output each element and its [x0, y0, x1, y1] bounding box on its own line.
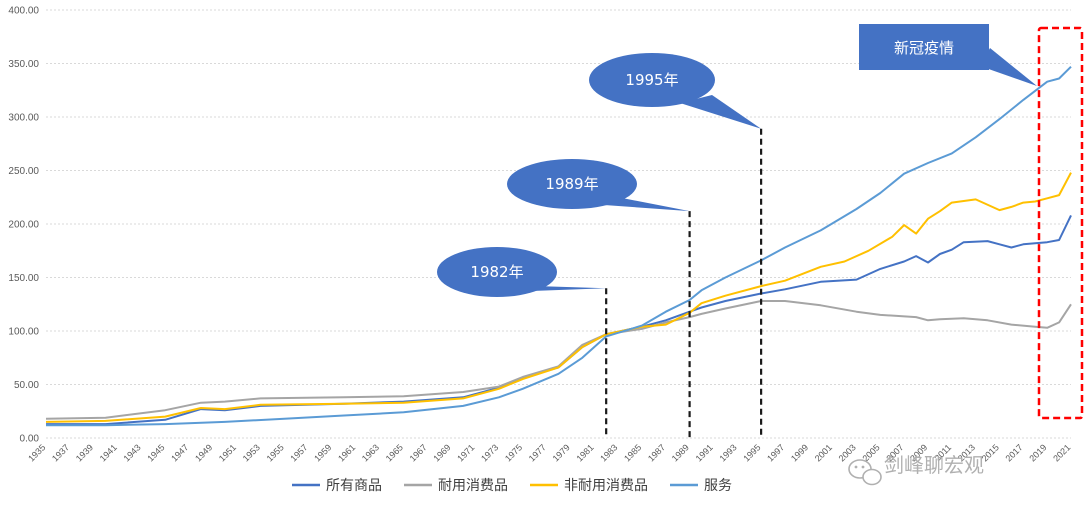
x-tick-label: 1963 [360, 442, 381, 463]
callout-label: 1989年 [545, 175, 598, 193]
series-line-4 [46, 65, 1072, 427]
callout-label: 1982年 [470, 263, 523, 281]
legend-label: 服务 [704, 478, 732, 494]
y-tick-label: 300.00 [8, 113, 39, 124]
y-axis-ticks: 0.00 50.00 100.00 150.00 200.00 250.00 300.00 3… [8, 6, 39, 445]
x-tick-label: 1943 [122, 442, 143, 463]
callout-pointer [680, 95, 762, 129]
x-tick-label: 1953 [241, 442, 262, 463]
x-tick-label: 1967 [408, 442, 429, 463]
x-tick-label: 2021 [1051, 442, 1072, 463]
y-tick-label: 150.00 [8, 273, 39, 284]
x-tick-label: 1995 [741, 442, 762, 463]
series-line-1 [46, 214, 1072, 426]
x-tick-label: 1985 [622, 442, 643, 463]
legend-label: 非耐用消费品 [564, 478, 648, 494]
x-tick-label: 1997 [765, 442, 786, 463]
x-tick-label: 1937 [50, 442, 71, 463]
x-tick-label: 2001 [813, 442, 834, 463]
y-tick-label: 200.00 [8, 220, 39, 231]
x-tick-label: 1949 [193, 442, 214, 463]
watermark-text: 剑峰聊宏观 [884, 453, 984, 477]
x-tick-label: 1987 [646, 442, 667, 463]
series-line-3 [45, 172, 1072, 423]
x-tick-label: 1973 [479, 442, 500, 463]
y-tick-label: 50.00 [14, 380, 39, 391]
covid-highlight-box [1037, 26, 1084, 420]
legend-label: 所有商品 [326, 478, 382, 494]
x-tick-label: 1959 [312, 442, 333, 463]
x-tick-label: 1969 [431, 442, 452, 463]
callout-bubble [507, 159, 637, 209]
x-tick-label: 1983 [598, 442, 619, 463]
series-line-2 [45, 300, 1072, 420]
callout-label: 新冠疫情 [894, 39, 954, 57]
y-tick-label: 400.00 [8, 6, 39, 17]
annotations: 1982年 1989年 1995年 新冠疫情 [437, 24, 1037, 438]
x-tick-label: 1971 [455, 442, 476, 463]
y-tick-label: 250.00 [8, 166, 39, 177]
callout-bubble [437, 247, 557, 297]
y-tick-label: 350.00 [8, 59, 39, 70]
x-tick-label: 1947 [169, 442, 190, 463]
legend-label: 耐用消费品 [438, 478, 508, 494]
y-tick-label: 100.00 [8, 327, 39, 338]
x-tick-label: 1999 [789, 442, 810, 463]
callout-bubble [589, 53, 715, 107]
x-tick-label: 1991 [694, 442, 715, 463]
x-tick-label: 1957 [288, 442, 309, 463]
watermark: 剑峰聊宏观 [848, 453, 984, 486]
series-lines [45, 65, 1072, 427]
x-tick-label: 1989 [670, 442, 691, 463]
x-tick-label: 1935 [26, 442, 47, 463]
x-tick-label: 1961 [336, 442, 357, 463]
x-tick-label: 2019 [1027, 442, 1048, 463]
wechat-icon [848, 459, 882, 486]
x-tick-label: 2017 [1004, 442, 1025, 463]
x-tick-label: 1979 [551, 442, 572, 463]
callout-label: 1995年 [625, 71, 678, 89]
x-tick-label: 1975 [503, 442, 524, 463]
x-tick-label: 1993 [717, 442, 738, 463]
x-tick-label: 1955 [265, 442, 286, 463]
callout-pointer [980, 48, 1037, 86]
x-tick-label: 1951 [217, 442, 238, 463]
callout-box [859, 24, 989, 70]
x-tick-label: 1945 [145, 442, 166, 463]
legend: 所有商品 耐用消费品 非耐用消费品 服务 [292, 478, 732, 494]
x-tick-label: 1977 [527, 442, 548, 463]
x-tick-label: 1965 [384, 442, 405, 463]
y-tick-label: 0.00 [20, 434, 40, 445]
x-tick-label: 1981 [574, 442, 595, 463]
x-tick-label: 1941 [98, 442, 119, 463]
x-tick-label: 1939 [74, 442, 95, 463]
